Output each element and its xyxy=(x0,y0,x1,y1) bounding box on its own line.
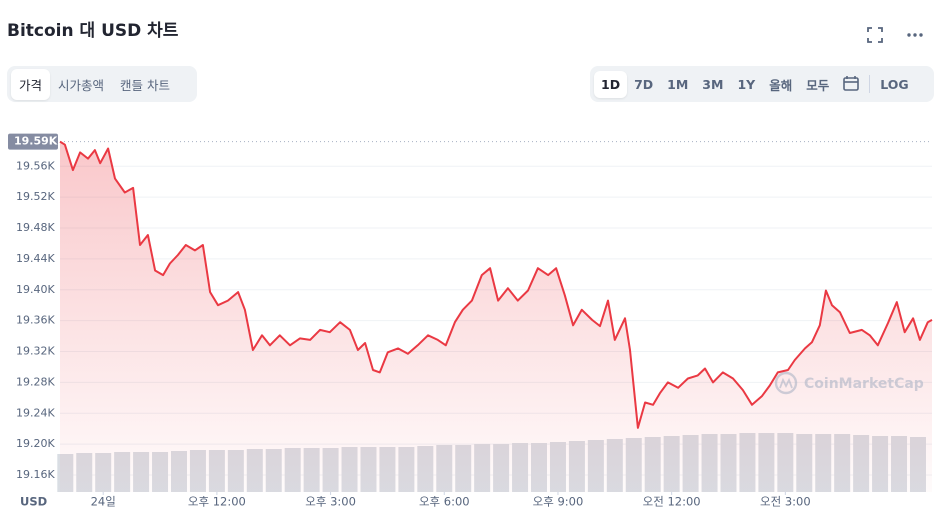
x-tick-label: 24일 xyxy=(91,495,116,509)
current-price-label: 19.59K xyxy=(14,135,58,148)
x-tick-label: 오후 9:00 xyxy=(533,495,584,509)
range-group: 1D 7D 1M 3M 1Y 올해 모두 LOG xyxy=(590,66,934,102)
toggle-button[interactable]: 7D xyxy=(634,76,654,92)
x-tick-label: 오후 3:00 xyxy=(305,495,356,509)
x-tick-label: 오전 3:00 xyxy=(760,495,811,509)
watermark-text: CoinMarketCap xyxy=(804,376,924,392)
x-tick-label: 오후 6:00 xyxy=(419,495,470,509)
y-tick-label: 19.28K xyxy=(16,375,55,388)
x-tick-label: 오전 12:00 xyxy=(643,495,701,509)
y-tick-label: 19.36K xyxy=(16,314,55,327)
y-tick-label: 19.24K xyxy=(16,406,55,419)
separator xyxy=(869,75,871,93)
toggle-button[interactable]: 올해 xyxy=(769,77,793,93)
y-tick-label: 19.56K xyxy=(16,159,55,172)
toggle-button[interactable]: LOG xyxy=(880,76,909,92)
toggle-button[interactable]: 3M xyxy=(702,76,724,92)
calendar-icon[interactable] xyxy=(836,73,866,95)
price-line xyxy=(59,140,933,429)
y-tick-label: 19.44K xyxy=(16,252,55,265)
toggle-button[interactable]: 캔들 차트 xyxy=(120,77,171,93)
tab-group: 가격 시가총액 캔들 차트 xyxy=(7,66,197,102)
fullscreen-icon[interactable] xyxy=(864,24,886,46)
y-tick-label: 19.16K xyxy=(16,468,55,481)
price-area xyxy=(60,141,932,492)
currency-label: USD xyxy=(20,495,47,509)
toggle-button[interactable]: 모두 xyxy=(806,77,830,93)
current-price-badge xyxy=(8,133,58,150)
x-tick-label: 오후 12:00 xyxy=(188,495,246,509)
toggle-button[interactable]: 1Y xyxy=(737,76,756,92)
toggle-button[interactable]: 가격 xyxy=(11,68,51,100)
y-tick-label: 19.48K xyxy=(16,221,55,234)
y-tick-label: 19.40K xyxy=(16,283,55,296)
chart-title: Bitcoin 대 USD 차트 xyxy=(7,21,179,41)
toggle-button[interactable]: 시가총액 xyxy=(58,77,105,93)
y-tick-label: 19.32K xyxy=(16,345,55,358)
watermark: CoinMarketCap xyxy=(774,371,924,395)
y-tick-label: 19.52K xyxy=(16,190,55,203)
toggle-button[interactable]: 1M xyxy=(667,76,689,92)
more-icon[interactable] xyxy=(904,24,926,46)
toggle-button[interactable]: 1D xyxy=(594,70,628,98)
y-tick-label: 19.20K xyxy=(16,437,55,450)
